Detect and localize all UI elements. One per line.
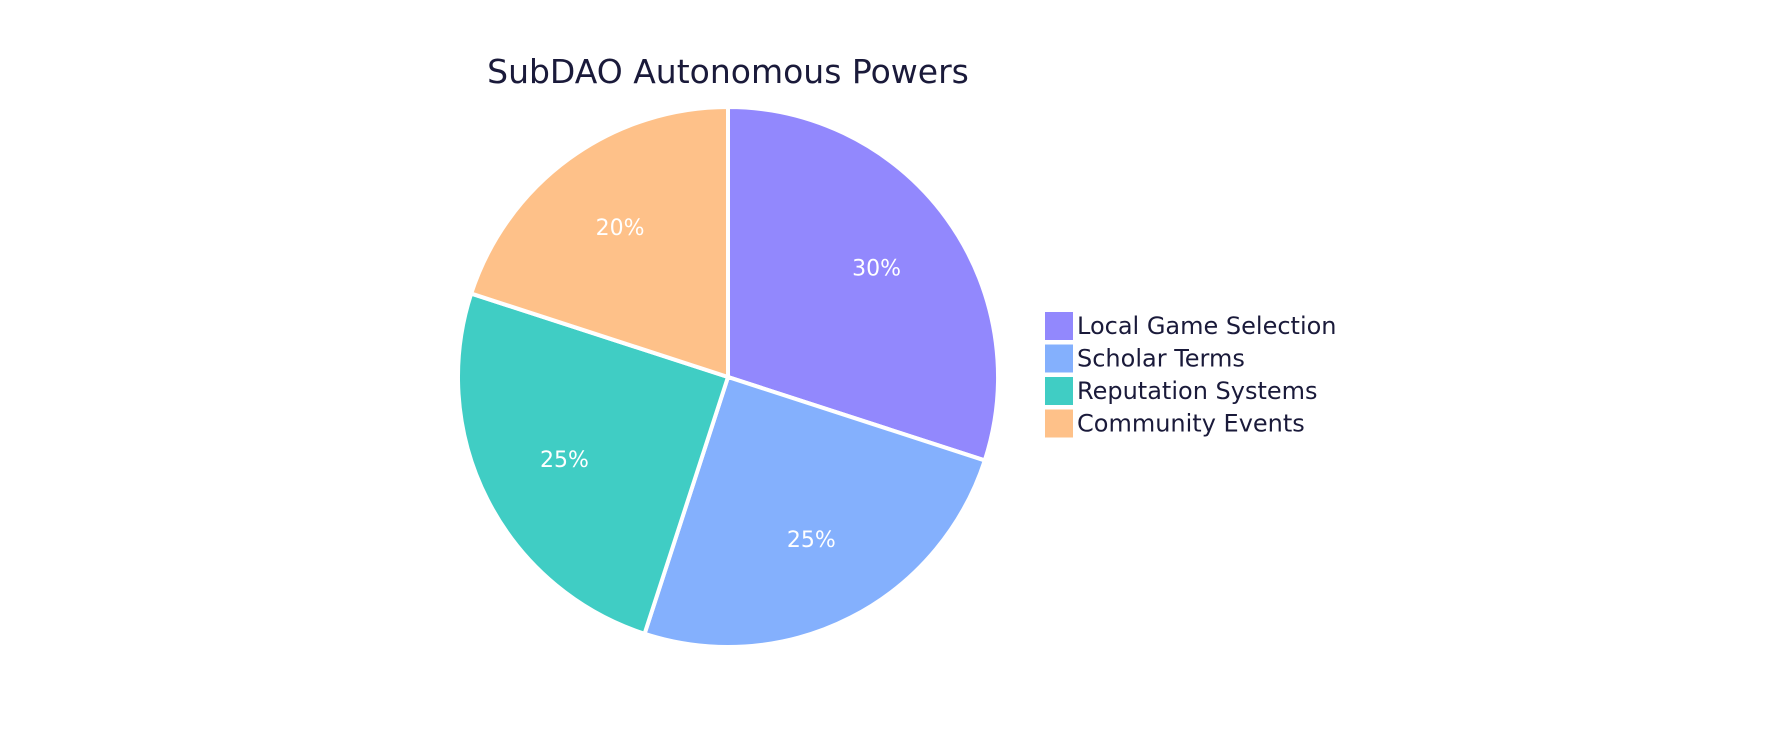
- slice-label-scholar-terms: 25%: [787, 528, 836, 553]
- chart-title: SubDAO Autonomous Powers: [487, 52, 969, 91]
- slice-label-community-events: 20%: [596, 216, 645, 241]
- pie-slice-labels: 30% 25% 25% 20%: [540, 216, 901, 553]
- legend-label: Reputation Systems: [1077, 377, 1318, 405]
- slice-label-reputation-systems: 25%: [540, 448, 589, 473]
- legend-swatch: [1045, 344, 1073, 373]
- legend-item-scholar-terms[interactable]: Scholar Terms: [1045, 344, 1245, 373]
- legend-label: Community Events: [1077, 410, 1305, 438]
- pie-slice-local-game-selection[interactable]: [726, 105, 1000, 463]
- legend-label: Local Game Selection: [1077, 312, 1337, 340]
- legend-item-local-game-selection[interactable]: Local Game Selection: [1045, 312, 1337, 340]
- slice-label-local-game-selection: 30%: [852, 257, 901, 282]
- legend-swatch: [1045, 377, 1073, 405]
- legend-swatch: [1045, 312, 1073, 340]
- pie-slices: [456, 105, 1000, 649]
- legend-item-reputation-systems[interactable]: Reputation Systems: [1045, 377, 1318, 405]
- legend-label: Scholar Terms: [1077, 345, 1245, 373]
- legend-item-community-events[interactable]: Community Events: [1045, 409, 1305, 438]
- pie-slice-community-events[interactable]: [469, 105, 730, 379]
- pie-slice-scholar-terms[interactable]: [642, 375, 987, 649]
- pie-slice-reputation-systems[interactable]: [456, 291, 730, 636]
- legend-swatch: [1045, 409, 1073, 438]
- legend: Local Game Selection Scholar Terms Reputat…: [1045, 312, 1337, 438]
